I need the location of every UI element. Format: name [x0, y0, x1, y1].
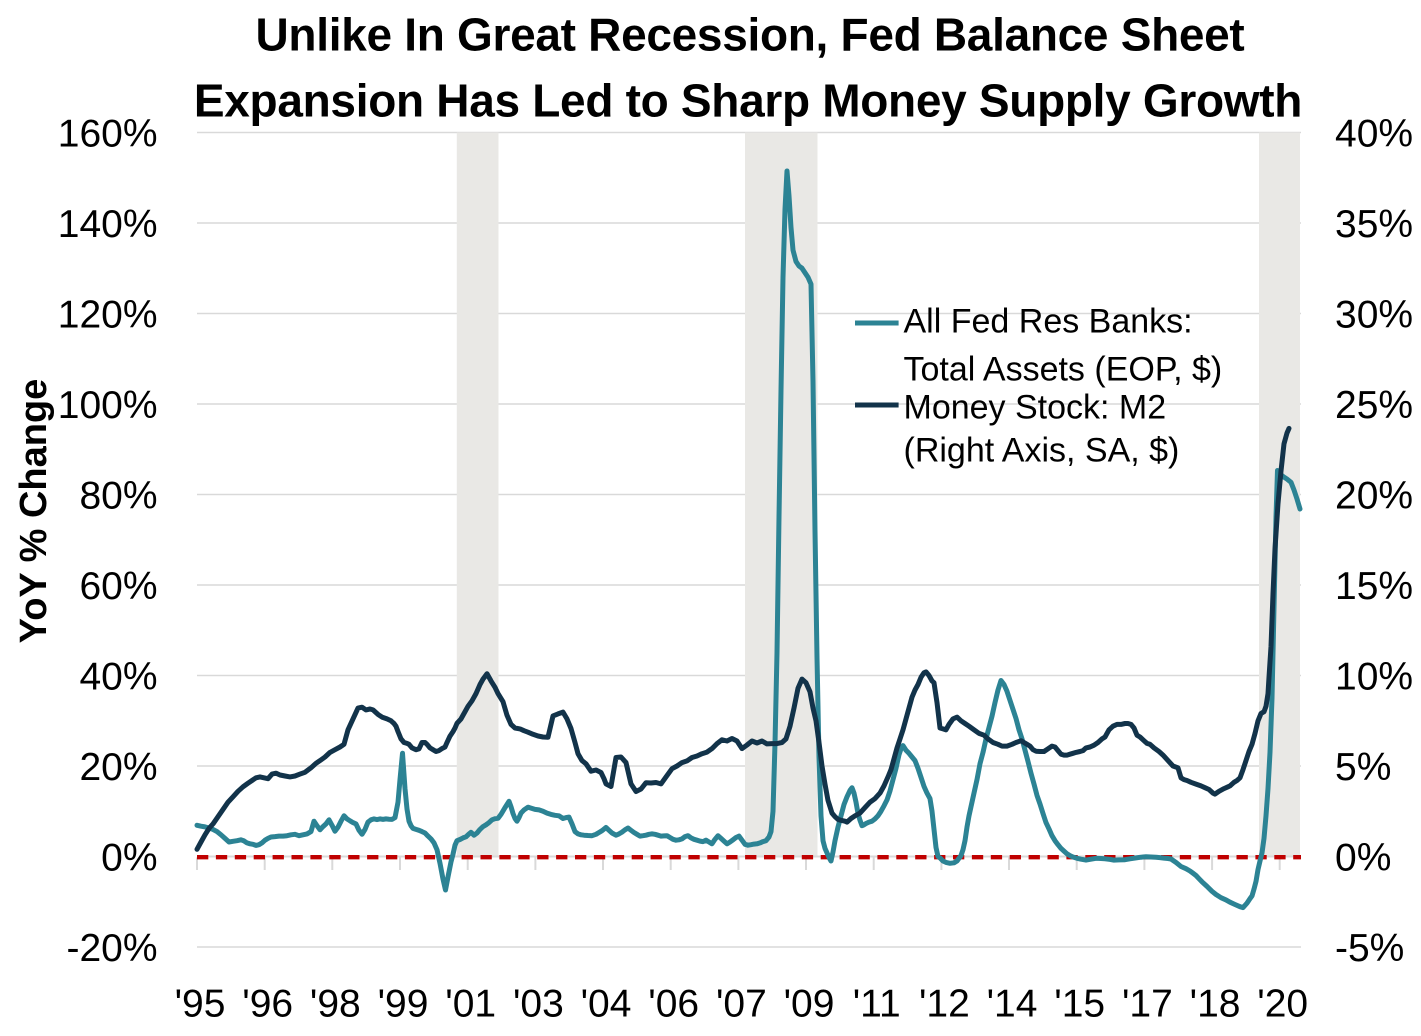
svg-text:All Fed Res Banks:: All Fed Res Banks:	[904, 303, 1193, 341]
svg-text:Expansion Has Led to Sharp Mon: Expansion Has Led to Sharp Money Supply …	[194, 74, 1302, 126]
svg-text:'20: '20	[1257, 983, 1308, 1026]
svg-text:160%: 160%	[58, 113, 158, 156]
svg-text:-5%: -5%	[1335, 927, 1404, 970]
svg-text:'11: '11	[853, 983, 901, 1026]
svg-text:Total Assets (EOP, $): Total Assets (EOP, $)	[904, 351, 1223, 389]
svg-text:Unlike In Great Recession, Fed: Unlike In Great Recession, Fed Balance S…	[256, 9, 1245, 61]
svg-text:'14: '14	[987, 983, 1038, 1026]
svg-text:'98: '98	[310, 983, 361, 1026]
svg-text:'95: '95	[175, 983, 226, 1026]
svg-text:5%: 5%	[1335, 746, 1391, 789]
svg-text:35%: 35%	[1335, 203, 1413, 246]
svg-text:120%: 120%	[58, 294, 158, 337]
svg-text:'99: '99	[378, 983, 429, 1026]
svg-text:'17: '17	[1122, 983, 1173, 1026]
svg-text:0%: 0%	[1335, 837, 1391, 880]
svg-text:(Right Axis, SA, $): (Right Axis, SA, $)	[904, 432, 1180, 470]
svg-text:'09: '09	[784, 983, 835, 1026]
svg-text:30%: 30%	[1335, 294, 1413, 337]
svg-text:YoY % Change: YoY % Change	[13, 379, 55, 644]
svg-text:Money Stock: M2: Money Stock: M2	[904, 389, 1167, 427]
svg-text:20%: 20%	[79, 746, 157, 789]
svg-text:15%: 15%	[1335, 565, 1413, 608]
svg-text:-20%: -20%	[66, 927, 157, 970]
svg-text:100%: 100%	[58, 384, 158, 427]
svg-text:'96: '96	[242, 983, 293, 1026]
svg-text:80%: 80%	[79, 475, 157, 518]
svg-text:25%: 25%	[1335, 384, 1413, 427]
svg-text:10%: 10%	[1335, 656, 1413, 699]
svg-text:140%: 140%	[58, 203, 158, 246]
svg-text:'04: '04	[581, 983, 632, 1026]
svg-text:'15: '15	[1054, 983, 1105, 1026]
svg-text:40%: 40%	[79, 656, 157, 699]
svg-text:'12: '12	[919, 983, 970, 1026]
svg-text:'01: '01	[445, 983, 496, 1026]
svg-text:20%: 20%	[1335, 475, 1413, 518]
svg-text:60%: 60%	[79, 565, 157, 608]
svg-text:'18: '18	[1190, 983, 1241, 1026]
svg-text:'07: '07	[716, 983, 767, 1026]
svg-text:0%: 0%	[101, 837, 157, 880]
svg-text:40%: 40%	[1335, 113, 1413, 156]
svg-text:'06: '06	[648, 983, 699, 1026]
svg-text:'03: '03	[513, 983, 564, 1026]
